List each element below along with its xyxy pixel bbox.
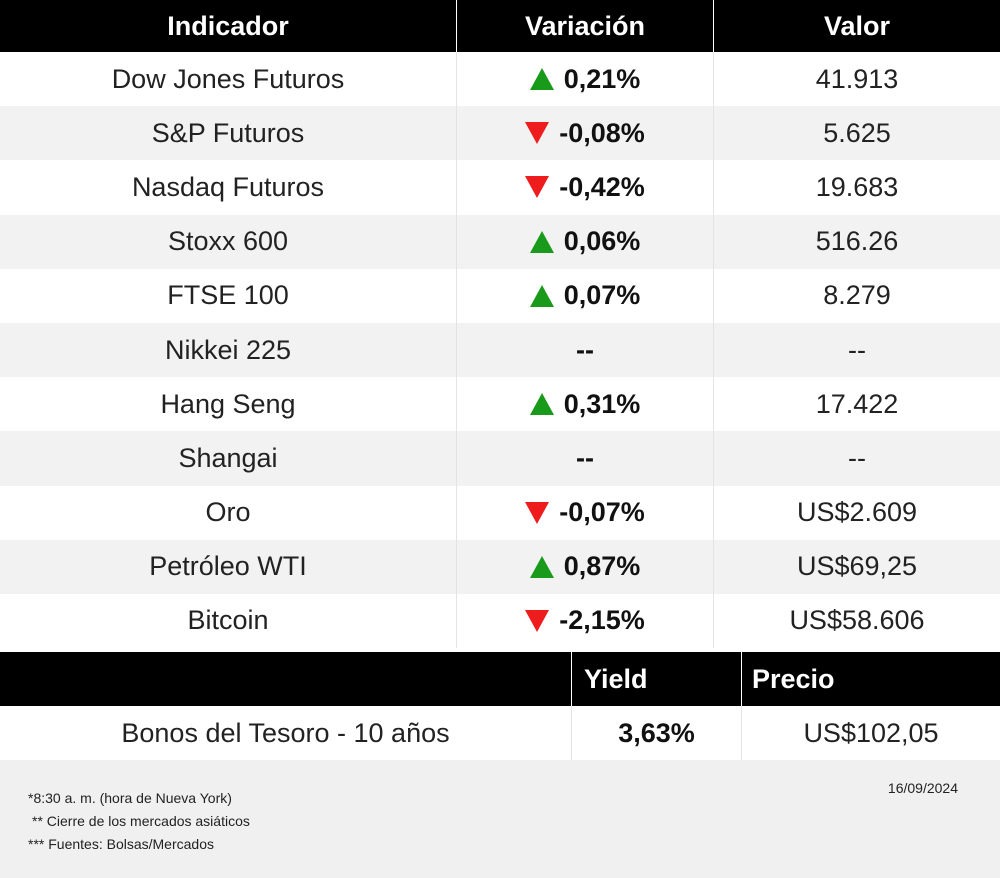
bond-name: Bonos del Tesoro - 10 años xyxy=(0,706,572,760)
header-price: Precio xyxy=(752,663,835,694)
indicator-name: Nasdaq Futuros xyxy=(0,160,457,215)
bond-header: Yield Precio xyxy=(0,652,1000,706)
value-cell: 5.625 xyxy=(823,117,891,148)
variation-cell: 0,06% xyxy=(457,214,714,269)
variation-value: 0,06% xyxy=(563,226,641,257)
value-cell: US$69,25 xyxy=(796,551,918,582)
table-row: Hang Seng 0,31% 17.422 xyxy=(0,377,1000,432)
indicator-name: Bitcoin xyxy=(0,593,457,649)
value-cell: -- xyxy=(848,442,866,473)
variation-cell: -- xyxy=(457,431,714,486)
header-value: Valor xyxy=(823,10,891,41)
value-cell: US$58.606 xyxy=(789,605,925,636)
indicator-name: Hang Seng xyxy=(0,377,457,432)
bond-yield: 3,63% xyxy=(572,706,742,760)
down-arrow-icon xyxy=(525,122,550,145)
table-row: Bitcoin -2,15% US$58.606 xyxy=(0,593,1000,649)
header-indicator: Indicador xyxy=(0,0,457,52)
table-row: Dow Jones Futuros 0,21% 41.913 xyxy=(0,52,1000,107)
indicator-name: FTSE 100 xyxy=(0,268,457,323)
value-cell: 516.26 xyxy=(815,226,899,257)
variation-cell: -- xyxy=(457,322,714,378)
variation-cell: -0,08% xyxy=(457,106,714,161)
table-row: Nikkei 225 -- -- xyxy=(0,322,1000,378)
bond-header-blank xyxy=(0,652,572,706)
footer: *8:30 a. m. (hora de Nueva York) ** Cier… xyxy=(0,760,1000,878)
table-row: Stoxx 600 0,06% 516.26 xyxy=(0,214,1000,269)
indicator-name: Petróleo WTI xyxy=(0,539,457,594)
indicator-name: Nikkei 225 xyxy=(0,322,457,378)
variation-cell: 0,07% xyxy=(457,268,714,323)
table-row: Nasdaq Futuros -0,42% 19.683 xyxy=(0,160,1000,215)
up-arrow-icon xyxy=(529,230,554,253)
bond-row: Bonos del Tesoro - 10 años 3,63% US$102,… xyxy=(0,706,1000,760)
up-arrow-icon xyxy=(529,68,554,91)
header-variation: Variación xyxy=(457,0,714,52)
up-arrow-icon xyxy=(529,393,554,416)
indicator-name: Stoxx 600 xyxy=(0,214,457,269)
variation-cell: 0,21% xyxy=(457,52,714,107)
variation-value: -0,08% xyxy=(559,117,645,148)
table-row: Petróleo WTI 0,87% US$69,25 xyxy=(0,539,1000,594)
indicator-name: Oro xyxy=(0,485,457,540)
table-header: Indicador Variación Valor xyxy=(0,0,1000,52)
variation-value: -- xyxy=(576,442,594,473)
variation-value: 0,07% xyxy=(563,280,641,311)
up-arrow-icon xyxy=(529,555,554,578)
variation-value: 0,87% xyxy=(563,551,641,582)
down-arrow-icon xyxy=(525,609,550,632)
footnote-asia: ** Cierre de los mercados asiáticos xyxy=(32,813,250,829)
table-row: S&P Futuros -0,08% 5.625 xyxy=(0,106,1000,161)
table-row: FTSE 100 0,07% 8.279 xyxy=(0,268,1000,323)
variation-cell: -0,42% xyxy=(457,160,714,215)
variation-value: 0,21% xyxy=(563,63,641,94)
value-cell: 41.913 xyxy=(815,63,899,94)
footnote-time: *8:30 a. m. (hora de Nueva York) xyxy=(28,790,232,806)
table-row: Shangai -- -- xyxy=(0,431,1000,486)
variation-cell: -2,15% xyxy=(457,593,714,649)
indicator-name: Dow Jones Futuros xyxy=(0,52,457,107)
up-arrow-icon xyxy=(529,284,554,307)
indicator-name: S&P Futuros xyxy=(0,106,457,161)
indicator-name: Shangai xyxy=(0,431,457,486)
value-cell: 8.279 xyxy=(823,280,891,311)
variation-cell: 0,87% xyxy=(457,539,714,594)
bond-price: US$102,05 xyxy=(803,717,939,748)
variation-cell: -0,07% xyxy=(457,485,714,540)
header-yield: Yield xyxy=(572,652,742,706)
variation-cell: 0,31% xyxy=(457,377,714,432)
indicator-table-body: Dow Jones Futuros 0,21% 41.913 S&P Futuro… xyxy=(0,52,1000,649)
value-cell: 19.683 xyxy=(815,171,899,202)
value-cell: US$2.609 xyxy=(796,497,918,528)
variation-value: -0,07% xyxy=(559,497,645,528)
variation-value: -0,42% xyxy=(559,171,645,202)
value-cell: 17.422 xyxy=(815,388,899,419)
down-arrow-icon xyxy=(525,176,550,199)
variation-value: 0,31% xyxy=(563,388,641,419)
value-cell: -- xyxy=(848,334,866,365)
footnote-sources: *** Fuentes: Bolsas/Mercados xyxy=(28,836,214,852)
table-row: Oro -0,07% US$2.609 xyxy=(0,485,1000,540)
date: 16/09/2024 xyxy=(887,780,958,796)
down-arrow-icon xyxy=(525,501,550,524)
variation-value: -- xyxy=(576,334,594,365)
variation-value: -2,15% xyxy=(559,605,645,636)
